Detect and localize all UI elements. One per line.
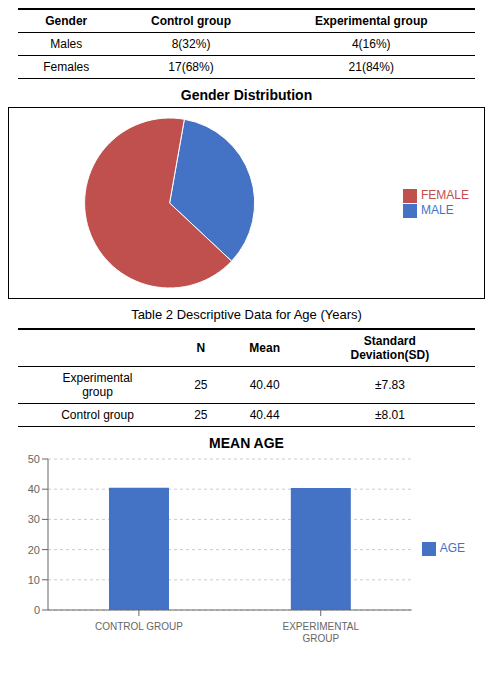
html-text:±7.83: ±7.83 [374,378,405,392]
svg-text:40: 40 [28,483,40,495]
svg-text:0: 0 [34,604,40,616]
svg-text:30: 30 [28,513,40,525]
html-text:40.40: 40.40 [249,378,280,392]
html-text:FEMALE: FEMALE [421,188,469,203]
html-text:8(32%): 8(32%) [171,37,211,51]
html-text:25: 25 [194,408,208,422]
html-text:Females: Females [43,60,90,74]
html-text:21(84%): 21(84%) [348,60,394,74]
html-text:Gender: Gender [45,14,88,28]
html-text:MALE: MALE [421,203,454,217]
html-text:Experimental group: Experimental group [314,14,428,28]
html-text:±8.01: ±8.01 [374,408,405,422]
html-text:17(68%): 17(68%) [168,60,214,74]
html-text:N: N [196,341,206,355]
html-text:Control group: Control group [151,14,231,28]
html-text:Experimental group: Experimental group [62,371,133,399]
html-text:25: 25 [194,378,208,392]
html-text:40.44: 40.44 [249,408,280,422]
svg-text:10: 10 [28,574,40,586]
svg-text:50: 50 [28,453,40,465]
html-text:4(16%): 4(16%) [351,37,391,51]
html-text:Males: Males [50,37,83,51]
svg-text:CONTROL GROUP: CONTROL GROUP [95,621,183,632]
html-text:Control group: Control group [61,408,134,422]
html-text:Table 2 Descriptive Data for A: Table 2 Descriptive Data for Age (Years) [131,307,362,322]
svg-text:20: 20 [28,544,40,556]
html-text:AGE: AGE [439,541,465,556]
html-text:Mean: Mean [249,341,280,355]
html-text:MEAN AGE: MEAN AGE [209,435,284,451]
html-text:Standard Deviation(SD): Standard Deviation(SD) [350,334,430,362]
html-text:Gender Distribution: Gender Distribution [180,87,313,103]
svg-text:EXPERIMENTALGROUP: EXPERIMENTALGROUP [282,621,359,644]
